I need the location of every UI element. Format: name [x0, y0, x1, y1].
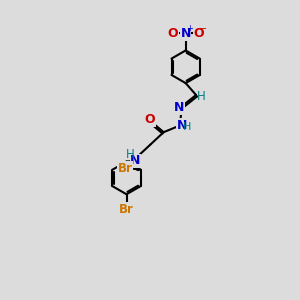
Text: H: H: [183, 122, 191, 132]
Text: N: N: [181, 27, 191, 40]
Text: N: N: [177, 119, 187, 132]
Text: N: N: [130, 154, 141, 167]
Text: +: +: [186, 24, 193, 33]
Text: N: N: [174, 101, 184, 114]
Text: −: −: [200, 24, 208, 34]
Text: Br: Br: [118, 162, 132, 175]
Text: H: H: [197, 90, 206, 103]
Text: Br: Br: [119, 202, 134, 216]
Text: H: H: [126, 148, 134, 161]
Text: O: O: [168, 27, 178, 40]
Text: O: O: [145, 113, 155, 126]
Text: O: O: [193, 27, 204, 40]
